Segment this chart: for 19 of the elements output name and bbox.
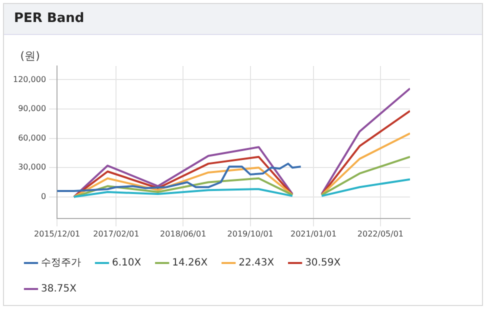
chart-title: PER Band <box>4 4 482 35</box>
legend-label: 수정주가 <box>41 258 81 269</box>
x-tick-label: 2015/12/01 <box>34 229 80 238</box>
x-tick-label: 2019/10/01 <box>227 229 274 238</box>
x-tick-label: 2018/06/01 <box>160 229 206 238</box>
legend-label: 22.43X <box>238 258 274 269</box>
x-tick-label: 2021/01/01 <box>290 229 337 238</box>
y-tick-label: 30,000 <box>18 162 46 172</box>
y-tick-label: 90,000 <box>18 104 46 114</box>
legend-label: 14.26X <box>172 258 208 269</box>
y-tick-label: 60,000 <box>18 133 46 142</box>
y-tick-label: 120,000 <box>12 74 46 84</box>
legend-label: 38.75X <box>41 284 77 295</box>
x-tick-label: 2017/02/01 <box>93 229 140 238</box>
legend-label: 6.10X <box>112 258 142 269</box>
x-tick-label: 2022/05/01 <box>357 229 404 238</box>
y-axis-title: (원) <box>20 49 40 62</box>
legend-label: 30.59X <box>305 258 341 269</box>
y-tick-label: 0 <box>40 192 46 201</box>
